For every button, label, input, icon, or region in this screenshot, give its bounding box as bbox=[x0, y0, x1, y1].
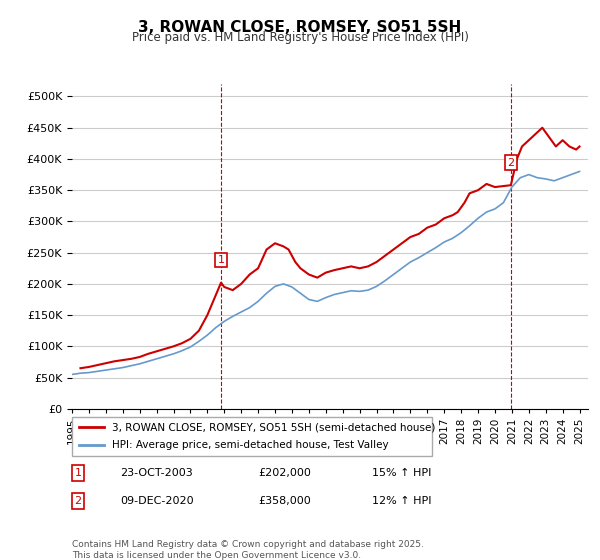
Text: 2: 2 bbox=[507, 158, 514, 167]
Text: 09-DEC-2020: 09-DEC-2020 bbox=[120, 496, 194, 506]
Text: HPI: Average price, semi-detached house, Test Valley: HPI: Average price, semi-detached house,… bbox=[112, 440, 388, 450]
Text: Contains HM Land Registry data © Crown copyright and database right 2025.
This d: Contains HM Land Registry data © Crown c… bbox=[72, 540, 424, 560]
Text: 3, ROWAN CLOSE, ROMSEY, SO51 5SH (semi-detached house): 3, ROWAN CLOSE, ROMSEY, SO51 5SH (semi-d… bbox=[112, 422, 435, 432]
Text: £202,000: £202,000 bbox=[258, 468, 311, 478]
Text: 3, ROWAN CLOSE, ROMSEY, SO51 5SH: 3, ROWAN CLOSE, ROMSEY, SO51 5SH bbox=[139, 20, 461, 35]
Text: Price paid vs. HM Land Registry's House Price Index (HPI): Price paid vs. HM Land Registry's House … bbox=[131, 31, 469, 44]
Text: 1: 1 bbox=[218, 255, 224, 265]
FancyBboxPatch shape bbox=[72, 417, 432, 456]
Text: £358,000: £358,000 bbox=[258, 496, 311, 506]
Text: 15% ↑ HPI: 15% ↑ HPI bbox=[372, 468, 431, 478]
Text: 12% ↑ HPI: 12% ↑ HPI bbox=[372, 496, 431, 506]
Text: 23-OCT-2003: 23-OCT-2003 bbox=[120, 468, 193, 478]
Text: 1: 1 bbox=[74, 468, 82, 478]
Text: 2: 2 bbox=[74, 496, 82, 506]
